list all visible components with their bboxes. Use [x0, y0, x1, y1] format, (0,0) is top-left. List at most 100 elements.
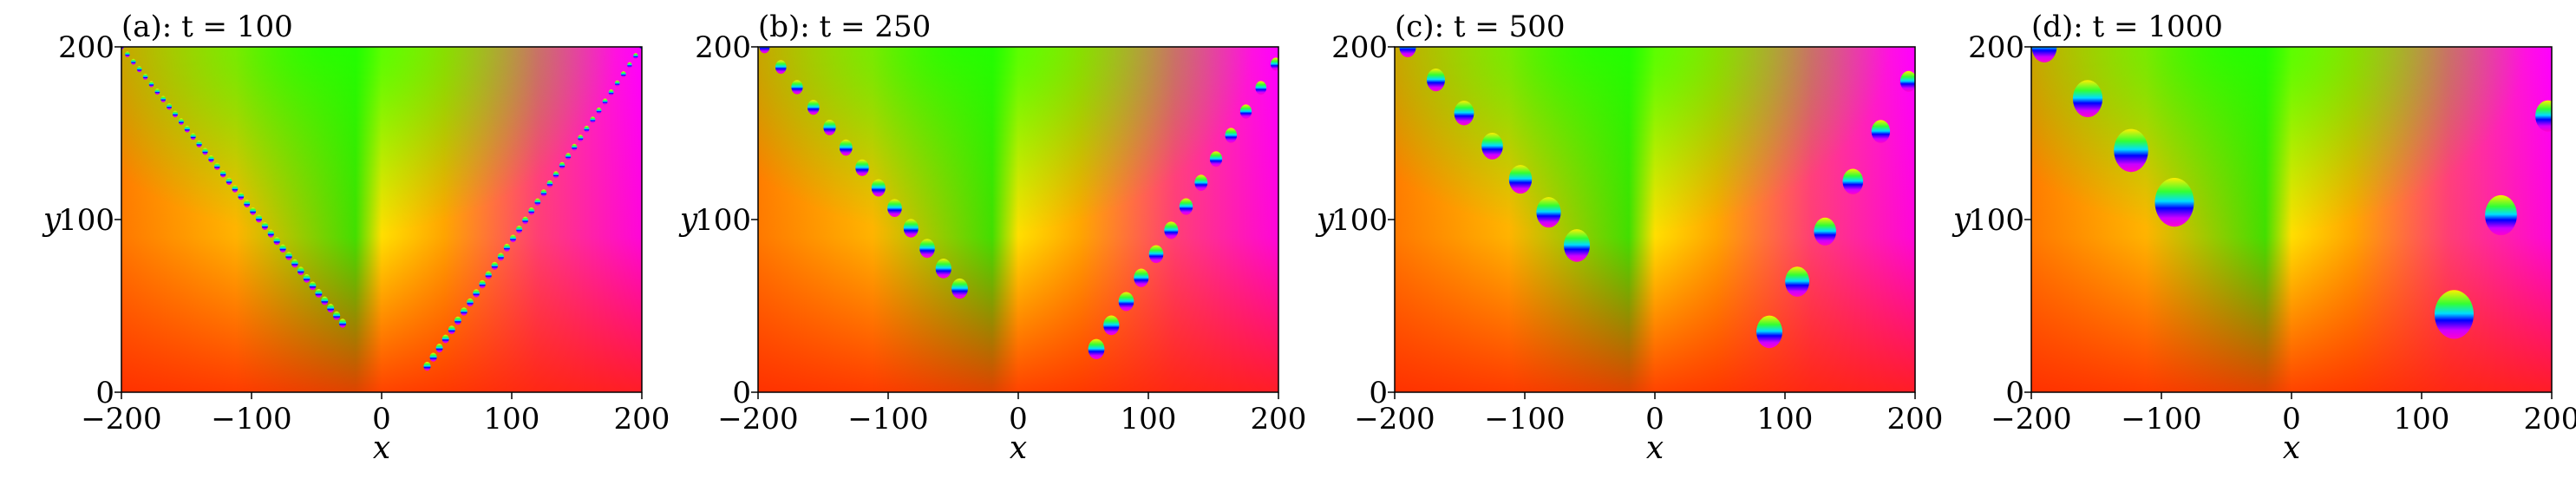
- vortex-left-3: [1508, 165, 1533, 194]
- vortex-right-8: [467, 298, 474, 307]
- vortex-left-10: [807, 100, 820, 115]
- vortex-right-1: [1088, 338, 1105, 359]
- x-axis-label: x: [1010, 430, 1027, 466]
- vortex-right-19: [534, 198, 541, 206]
- vortex-right-10: [1225, 128, 1238, 143]
- y-tick-label: 0: [2005, 376, 2024, 410]
- phase-red-base: [758, 47, 1278, 392]
- y-tick-label: 0: [95, 376, 114, 410]
- panel-1: −200 −100 0 100 200 0 100 200 x y (a): t = 100: [42, 10, 670, 466]
- x-tick-label: −100: [847, 402, 928, 436]
- vortex-right-1: [423, 361, 431, 371]
- vortex-right-18: [528, 207, 535, 215]
- x-tick-label: −200: [1991, 402, 2071, 436]
- phase-red-base: [2031, 47, 2552, 392]
- x-tick-label: 100: [1121, 402, 1177, 436]
- vortex-left-21: [219, 170, 226, 178]
- vortex-right-3: [1118, 292, 1134, 312]
- panel-2: −200 −100 0 100 200 0 100 200 x y (b): t = 250: [678, 10, 1307, 466]
- vortex-right-12: [1255, 81, 1267, 95]
- vortex-right-26: [578, 135, 584, 141]
- y-tick-label: 0: [732, 376, 751, 410]
- vortex-right-1: [1756, 315, 1782, 349]
- vortex-right-3: [1814, 217, 1836, 246]
- vortex-right-29: [596, 107, 602, 115]
- vortex-left-11: [791, 80, 803, 95]
- vortex-left-5: [887, 199, 902, 217]
- vortex-right-10: [479, 279, 486, 289]
- panel-4: −200 −100 0 100 200 0 100 200 x y (d): t = 1000: [1952, 10, 2576, 466]
- vortex-right-4: [1134, 268, 1149, 287]
- vortex-left-8: [839, 139, 853, 156]
- y-tick-label: 100: [1968, 203, 2024, 238]
- vortex-left-36: [131, 58, 136, 65]
- vortex-right-4: [1842, 168, 1864, 194]
- vortex-right-2: [2485, 194, 2517, 236]
- x-tick-label: 0: [1009, 402, 1028, 436]
- panel-title: (d): t = 1000: [2031, 10, 2223, 44]
- vortex-left-20: [226, 177, 232, 186]
- y-tick-label: 100: [58, 203, 114, 238]
- vortex-left-7: [855, 159, 869, 176]
- vortex-left-11: [279, 244, 286, 253]
- vortex-right-9: [473, 289, 480, 298]
- vortex-right-3: [435, 344, 443, 353]
- vortex-left-2: [2114, 128, 2148, 173]
- vortex-left-10: [285, 252, 292, 260]
- vortex-left-2: [935, 259, 951, 279]
- panel-title: (a): t = 100: [121, 10, 293, 44]
- vortex-right-30: [602, 98, 608, 105]
- vortex-right-7: [1179, 198, 1193, 215]
- vortex-left-16: [250, 207, 257, 215]
- vortex-left-14: [261, 222, 268, 230]
- x-tick-label: 100: [1757, 402, 1814, 436]
- x-tick-label: 0: [372, 402, 391, 436]
- panel-3: −200 −100 0 100 200 0 100 200 x y (c): t = 500: [1315, 10, 1944, 466]
- vortex-left-7: [303, 273, 311, 283]
- phase-map: [121, 47, 642, 392]
- x-tick-label: 100: [484, 402, 540, 436]
- x-tick-label: 200: [1887, 402, 1944, 436]
- x-tick-label: 200: [614, 402, 670, 436]
- vortex-right-17: [522, 216, 528, 225]
- vortex-left-29: [173, 110, 178, 118]
- vortex-right-24: [566, 153, 572, 161]
- vortex-right-25: [572, 143, 578, 151]
- vortex-right-2: [1785, 266, 1810, 297]
- phase-red-base: [121, 47, 642, 392]
- x-tick-label: −100: [211, 402, 291, 436]
- panel-title: (b): t = 250: [758, 10, 931, 44]
- vortex-right-32: [614, 80, 620, 87]
- vortex-right-2: [1103, 315, 1120, 336]
- vortex-right-13: [1271, 57, 1278, 71]
- vortex-right-13: [497, 253, 505, 261]
- vortex-right-4: [441, 334, 449, 344]
- x-tick-label: −200: [81, 402, 161, 436]
- phase-map: [1395, 47, 1915, 392]
- vortex-left-34: [142, 73, 148, 80]
- y-tick-label: 200: [58, 30, 114, 65]
- vortex-left-23: [208, 155, 214, 163]
- vortex-right-15: [510, 234, 516, 243]
- vortex-left-18: [238, 192, 245, 200]
- vortex-right-7: [461, 307, 467, 316]
- vortex-left-9: [823, 120, 836, 135]
- vortex-right-5: [1148, 245, 1164, 264]
- vortex-left-15: [255, 214, 263, 223]
- x-tick-label: −100: [2121, 402, 2201, 436]
- phase-map: [758, 47, 1278, 392]
- vortex-right-5: [1871, 120, 1891, 143]
- vortex-right-8: [1194, 174, 1208, 191]
- vortex-right-31: [608, 89, 614, 96]
- vortex-right-14: [503, 243, 511, 252]
- vortex-right-6: [454, 316, 461, 325]
- vortex-right-12: [491, 261, 498, 270]
- vortex-right-34: [627, 62, 632, 69]
- vortex-left-4: [321, 296, 329, 305]
- vortex-left-25: [196, 140, 202, 148]
- vortex-left-3: [327, 304, 335, 313]
- x-axis-label: x: [2283, 430, 2300, 466]
- vortex-left-33: [148, 81, 154, 88]
- x-tick-label: 200: [1251, 402, 1307, 436]
- vortex-left-13: [759, 47, 770, 54]
